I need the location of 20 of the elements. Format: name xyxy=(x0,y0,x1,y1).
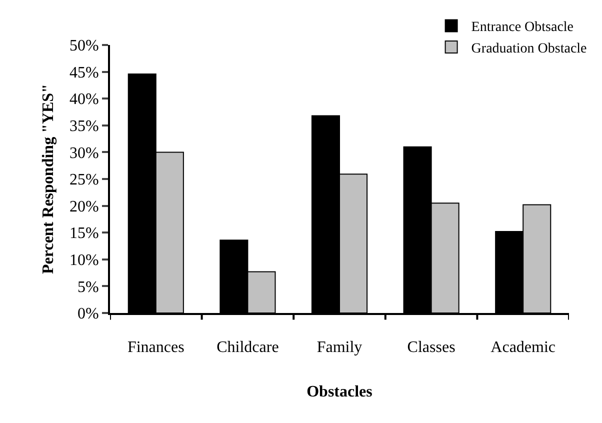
y-tick-label: 5% xyxy=(77,278,99,296)
y-tick-label: 20% xyxy=(69,198,99,216)
y-tick-label: 10% xyxy=(69,252,99,269)
legend-label: Entrance Obtsacle xyxy=(471,20,574,36)
legend-label: Graduation Obstacle xyxy=(471,41,587,56)
x-tick-label: Finances xyxy=(127,339,184,356)
x-tick-label: Academic xyxy=(490,339,556,356)
y-tick-label: 45% xyxy=(69,64,99,82)
y-tick-label: 35% xyxy=(69,118,99,135)
y-tick-label: 40% xyxy=(69,91,99,108)
x-tick-label: Family xyxy=(316,339,362,356)
y-axis-title: Percent Responding "YES" xyxy=(40,84,57,274)
y-tick-label: 0% xyxy=(77,306,99,323)
y-tick-label: 30% xyxy=(69,144,99,162)
x-axis-title: Obstacles xyxy=(306,383,372,400)
y-tick-label: 15% xyxy=(69,225,99,242)
x-tick-label: Childcare xyxy=(216,339,279,356)
y-tick-label: 25% xyxy=(69,172,99,189)
y-tick-label: 50% xyxy=(69,38,99,55)
x-tick-label: Classes xyxy=(407,339,456,356)
